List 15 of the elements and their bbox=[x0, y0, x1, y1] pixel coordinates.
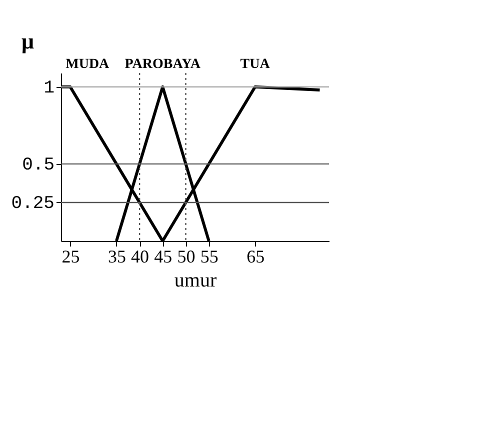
x-tick-label: 50 bbox=[177, 246, 196, 266]
series-label: MUDA bbox=[66, 57, 110, 72]
x-tick-label: 35 bbox=[108, 246, 126, 266]
x-tick-label: 65 bbox=[246, 246, 265, 266]
y-tick-label: 1 bbox=[44, 78, 54, 98]
series-label: TUA bbox=[240, 57, 271, 72]
x-axis-title: umur bbox=[174, 270, 217, 292]
y-tick-label: 0.5 bbox=[22, 155, 54, 176]
x-tick-label: 45 bbox=[154, 246, 172, 266]
y-tick-label: 0.25 bbox=[11, 194, 54, 214]
x-tick-label: 55 bbox=[200, 246, 218, 266]
y-axis-title: μ bbox=[22, 28, 34, 54]
x-tick-label: 40 bbox=[131, 246, 150, 266]
series-label: PAROBAYA bbox=[124, 57, 202, 72]
x-tick-label: 25 bbox=[62, 246, 80, 266]
